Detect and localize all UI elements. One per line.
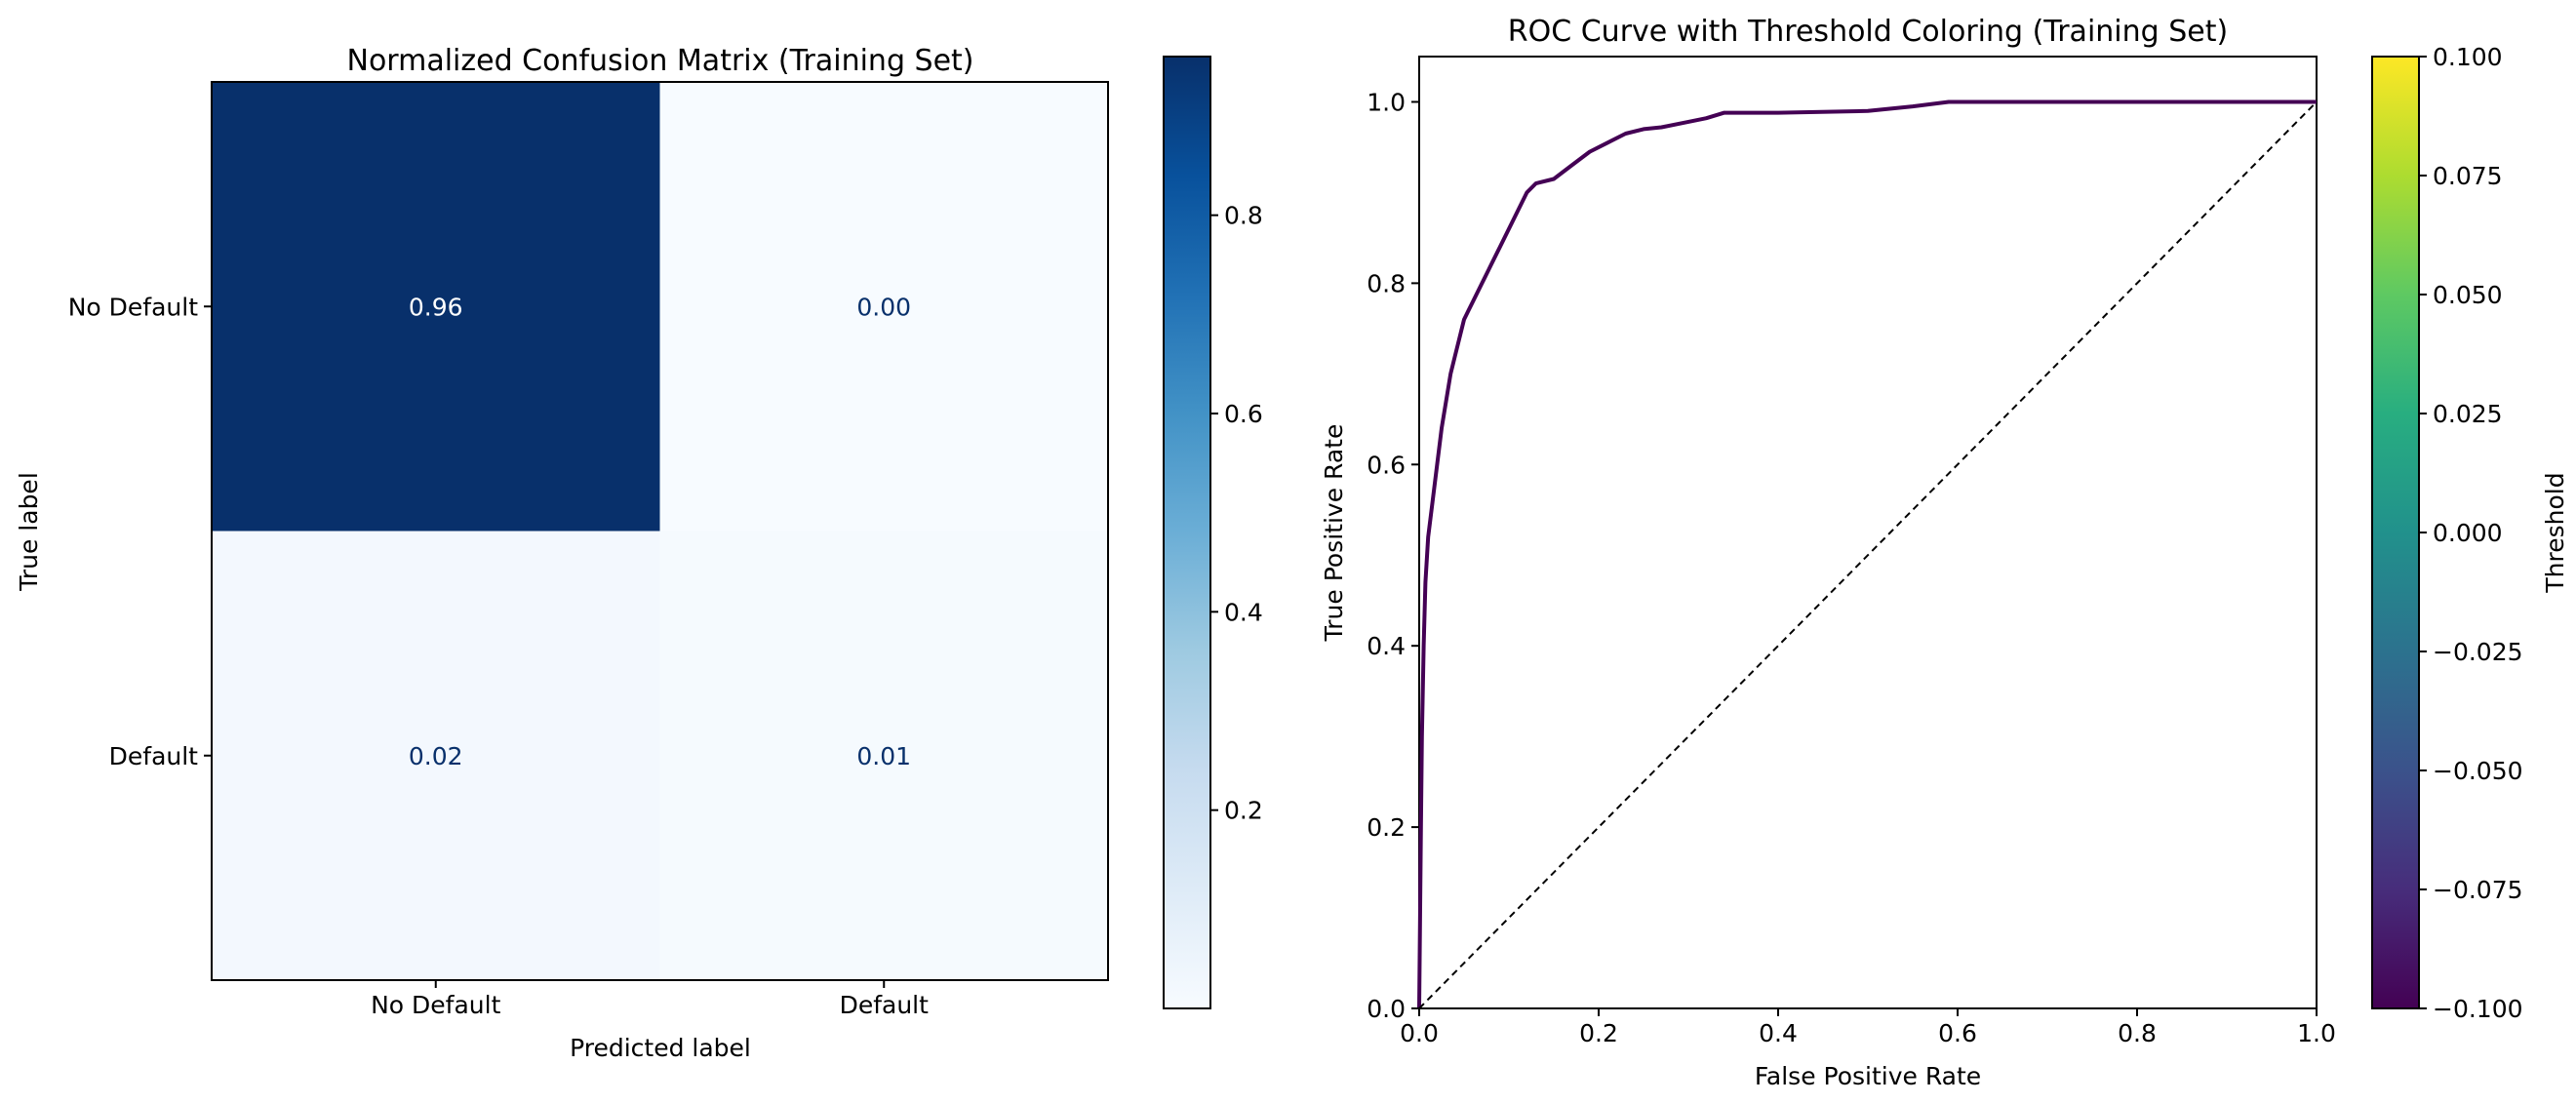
roc-series: [1417, 99, 2318, 1009]
roc-x-tick-label: 0.0: [1400, 1019, 1439, 1047]
cm-colorbar-ticks: 0.2 0.4 0.6 0.8: [1210, 202, 1263, 825]
cm-cell-label: 0.00: [856, 293, 911, 321]
cm-x-tick-label: No Default: [371, 991, 500, 1019]
roc-curve-line: [1417, 99, 2317, 1009]
cm-ylabel: True label: [15, 472, 43, 592]
roc-axes-frame: [1418, 56, 2318, 1009]
roc-ticks: 0.0 0.2 0.4 0.6 0.8 1.0 0.0 0.2 0.4 0.6 0.8 1.0: [1367, 88, 2336, 1047]
cm-cell-label: 0.96: [409, 293, 463, 321]
roc-y-tick-label: 0.2: [1367, 813, 1406, 842]
cm-y-tick-label: Default: [109, 742, 199, 770]
roc-y-tick-label: 0.4: [1367, 632, 1406, 660]
cm-cell: [659, 531, 1109, 981]
threshold-colorbar-tick-label: −0.025: [2433, 638, 2523, 666]
threshold-colorbar-ticks: −0.100 −0.075 −0.050 −0.025 0.000 0.025 0.050 0…: [2419, 43, 2523, 1023]
cm-title: Normalized Confusion Matrix (Training Se…: [347, 44, 974, 78]
cm-cell: [659, 82, 1109, 532]
threshold-colorbar-tick-label: 0.000: [2433, 519, 2503, 547]
threshold-colorbar: −0.100 −0.075 −0.050 −0.025 0.000 0.025 0.050 0…: [2371, 43, 2569, 1023]
threshold-colorbar-tick-label: −0.100: [2433, 995, 2523, 1023]
threshold-colorbar-tick-label: −0.050: [2433, 757, 2523, 785]
roc-x-tick-label: 0.2: [1579, 1019, 1618, 1047]
roc-x-tick-label: 1.0: [2297, 1019, 2336, 1047]
roc-xlabel: False Positive Rate: [1755, 1062, 1981, 1090]
cm-axes-frame: [211, 81, 1109, 981]
threshold-colorbar-tick-label: 0.025: [2433, 400, 2503, 428]
cm-colorbar-tick-label: 0.6: [1224, 400, 1263, 428]
cm-xlabel: Predicted label: [570, 1034, 751, 1062]
cm-y-tick-label: No Default: [68, 293, 198, 321]
roc-y-tick-label: 0.8: [1367, 269, 1406, 297]
roc-x-tick-label: 0.4: [1759, 1019, 1798, 1047]
roc-title: ROC Curve with Threshold Coloring (Train…: [1508, 15, 2228, 49]
threshold-colorbar-tick-label: −0.075: [2433, 876, 2523, 904]
cm-colorbar: 0.2 0.4 0.6 0.8: [1163, 56, 1263, 1009]
cm-cell-label: 0.02: [409, 742, 463, 770]
cm-colorbar-tick-label: 0.2: [1224, 797, 1263, 825]
roc-y-tick-label: 0.0: [1367, 995, 1406, 1023]
cm-x-tick-label: Default: [840, 991, 930, 1019]
roc-x-tick-label: 0.6: [1938, 1019, 1977, 1047]
cm-cell-label: 0.01: [856, 742, 911, 770]
threshold-colorbar-tick-label: 0.075: [2433, 162, 2503, 190]
roc-chance-line: [1418, 100, 2318, 1009]
roc-ylabel: True Positive Rate: [1320, 424, 1348, 643]
threshold-colorbar-gradient: [2371, 56, 2420, 1009]
threshold-colorbar-tick-label: 0.100: [2433, 43, 2503, 71]
cm-colorbar-tick-label: 0.8: [1224, 202, 1263, 230]
roc-y-tick-label: 1.0: [1367, 88, 1406, 116]
cm-colorbar-tick-label: 0.4: [1224, 598, 1263, 626]
cm-cells: 0.96 0.00 0.02 0.01: [212, 82, 1109, 981]
cm-colorbar-gradient: [1163, 56, 1211, 1009]
cm-cell: [212, 531, 660, 981]
roc-panel: ROC Curve with Threshold Coloring (Train…: [1320, 15, 2569, 1090]
threshold-colorbar-tick-label: 0.050: [2433, 281, 2503, 309]
confusion-matrix-panel: Normalized Confusion Matrix (Training Se…: [15, 44, 1263, 1062]
threshold-colorbar-label: Threshold: [2541, 472, 2569, 593]
roc-x-tick-label: 0.8: [2118, 1019, 2157, 1047]
cm-cell: [212, 82, 660, 532]
roc-y-tick-label: 0.6: [1367, 451, 1406, 479]
cm-ticks: No Default Default No Default Default: [68, 293, 929, 1019]
